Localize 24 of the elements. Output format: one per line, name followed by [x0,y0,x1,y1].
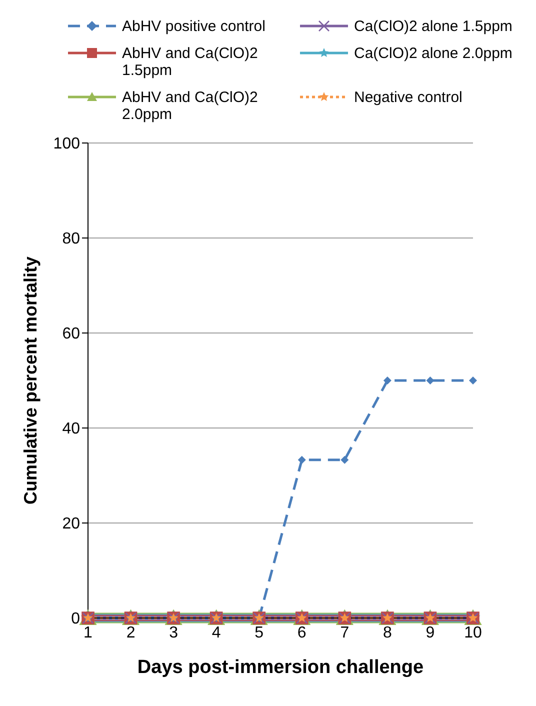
x-tick-label: 6 [297,624,306,642]
y-tick-label: 20 [62,516,80,533]
x-tick-label: 3 [169,624,178,642]
x-tick-label: 9 [426,624,435,642]
legend-label: Ca(ClO)2 alone 2.0ppm [354,45,514,62]
x-tick-label: 4 [212,624,221,642]
legend-label: AbHV positive control [122,18,266,35]
legend-label: AbHV and Ca(ClO)2 1.5ppm [122,45,259,79]
x-axis-title: Days post-immersion challenge [137,657,424,678]
x-tick-label: 8 [382,624,392,642]
y-axis-title: Cumulative percent mortality [20,256,40,505]
y-tick-label: 40 [62,420,80,438]
y-tick-label: 80 [62,230,80,248]
y-tick-label: 100 [53,136,80,153]
x-tick-label: 7 [340,624,350,642]
legend-label: AbHV and Ca(ClO)2 2.0ppm [122,89,259,123]
y-tick-label: 0 [71,610,80,628]
legend-label: Ca(ClO)2 alone 1.5ppm [354,18,514,35]
legend-label: Negative control [354,89,464,106]
x-tick-label: 1 [84,624,93,642]
x-tick-label: 5 [254,624,264,642]
x-tick-label: 2 [126,624,136,642]
x-tick-label: 10 [464,624,482,642]
y-tick-label: 60 [62,326,80,343]
